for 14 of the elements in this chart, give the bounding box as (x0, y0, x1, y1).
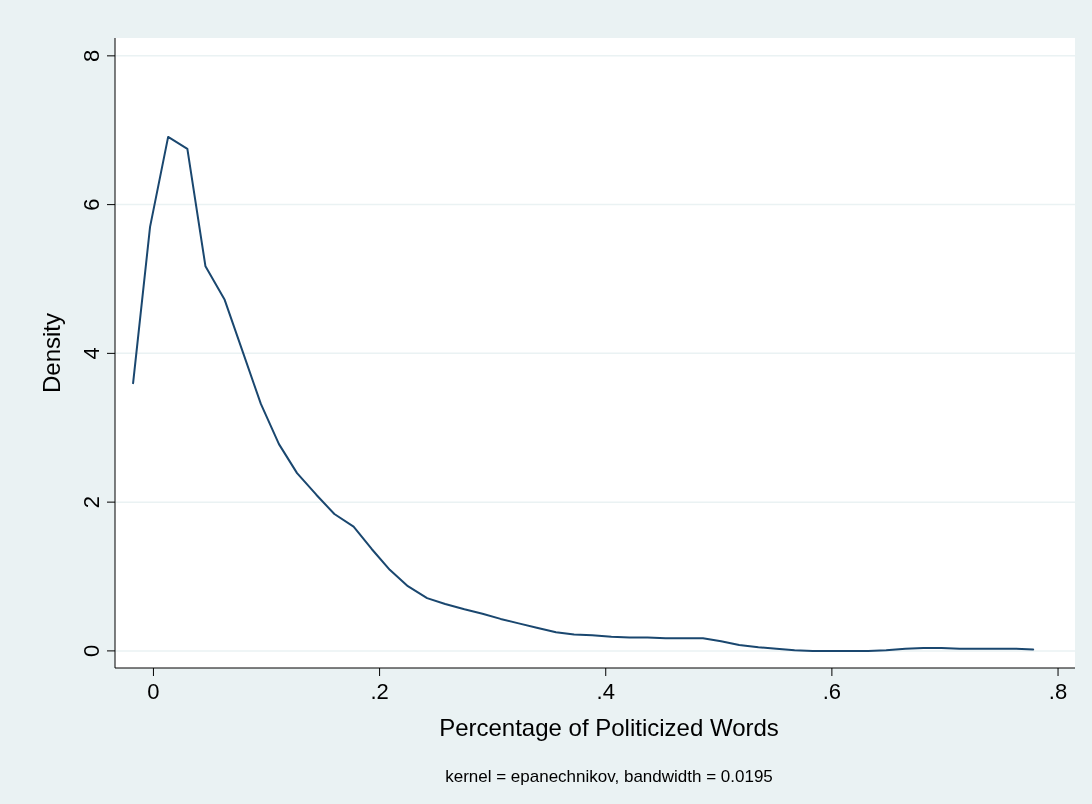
y-tick-label: 8 (79, 49, 104, 62)
x-tick-label: .4 (596, 679, 615, 704)
x-tick-label: .6 (822, 679, 842, 704)
x-tick-label: .8 (1048, 679, 1068, 704)
text: kernel = epanechnikov, bandwidth = 0.0195 (445, 767, 773, 786)
x-tick-label: 0 (147, 679, 160, 704)
y-axis-title: Density (38, 312, 65, 394)
y-tick-label: 6 (79, 198, 104, 211)
x-tick-label: .2 (370, 679, 389, 704)
y-tick-label: 0 (79, 644, 104, 658)
y-tick-label: 2 (79, 496, 104, 509)
x-axis-title: Percentage of Politicized Words (439, 714, 779, 741)
line-series (132, 135, 1035, 652)
y-tick-label: 4 (79, 347, 104, 360)
